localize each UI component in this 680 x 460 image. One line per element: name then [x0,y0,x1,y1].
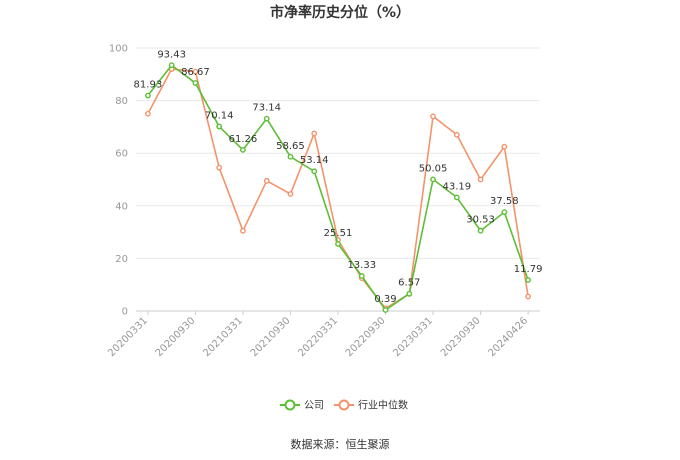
data-label: 70.14 [205,111,234,122]
data-point[interactable] [287,153,294,160]
data-label: 53.14 [300,155,329,166]
data-label: 13.33 [347,260,376,271]
data-label: 73.14 [252,103,281,114]
x-axis: 20200331 20200930 20210331 20210930 20220331… [106,310,540,359]
data-point[interactable] [453,131,460,138]
data-label: 86.67 [181,67,210,78]
data-point[interactable] [382,307,389,313]
data-point[interactable] [430,176,436,183]
data-source: 数据来源：恒生聚源 [291,437,390,451]
legend-label[interactable]: 行业中位数 [358,399,408,412]
y-tick-label: 80 [115,96,128,107]
data-point[interactable] [477,227,484,234]
data-point[interactable] [453,194,460,201]
y-tick-label: 0 [122,307,128,318]
x-tick-label: 20220331 [296,315,340,359]
data-point[interactable] [168,62,175,69]
data-point[interactable] [430,113,436,120]
data-label: 0.39 [374,294,396,305]
y-axis-ticks: 0 20 40 60 80 100 [109,44,128,318]
x-tick-label: 20210930 [249,315,293,359]
data-point[interactable] [192,80,199,86]
data-point[interactable] [263,115,270,122]
data-point[interactable] [240,146,246,153]
data-point[interactable] [525,293,532,300]
x-tick-label: 20200331 [106,315,150,359]
data-point[interactable] [501,209,508,216]
data-label: 61.26 [229,134,258,145]
data-label: 58.65 [276,141,305,152]
x-tick-label: 20200930 [154,315,198,359]
legend[interactable]: 公司 行业中位数 [280,399,408,412]
data-point[interactable] [335,241,341,247]
y-tick-label: 40 [115,201,128,212]
data-point[interactable] [144,110,151,117]
data-point[interactable] [192,68,199,75]
data-label: 30.53 [466,215,495,226]
legend-marker [338,399,350,411]
data-point[interactable] [358,273,365,279]
x-tick-label: 20210331 [201,315,245,359]
series-lines [144,62,532,313]
data-label: 81.93 [134,80,163,91]
data-point[interactable] [477,176,484,183]
y-tick-label: 60 [115,149,128,160]
data-label: 50.05 [419,163,448,174]
legend-label[interactable]: 公司 [304,401,324,412]
data-point[interactable] [525,277,532,283]
data-point[interactable] [311,130,318,137]
data-point[interactable] [501,143,508,150]
data-label: 25.51 [324,228,353,239]
x-tick-label: 20230331 [391,315,435,359]
data-point[interactable] [240,227,246,234]
chart-title: 市净率历史分位（%） [270,4,410,21]
data-label: 37.58 [490,196,519,207]
data-labels: 81.93 93.43 86.67 70.14 61.26 73.14 58.65 53.14… [134,49,543,305]
data-label: 11.79 [514,264,543,275]
data-point[interactable] [263,177,270,184]
data-label: 6.57 [398,278,420,289]
data-point[interactable] [287,191,294,197]
x-tick-label: 20220930 [344,315,388,359]
data-point[interactable] [216,123,223,130]
data-point[interactable] [216,164,223,171]
data-label: 43.19 [443,181,472,192]
y-tick-label: 20 [115,254,128,265]
legend-marker [284,399,296,411]
y-tick-label: 100 [109,44,128,55]
data-point[interactable] [406,290,413,297]
data-point[interactable] [144,92,151,99]
data-point[interactable] [311,168,318,175]
x-tick-label: 20240426 [486,315,530,359]
x-tick-label: 20230930 [439,315,483,359]
data-label: 93.43 [157,49,186,60]
